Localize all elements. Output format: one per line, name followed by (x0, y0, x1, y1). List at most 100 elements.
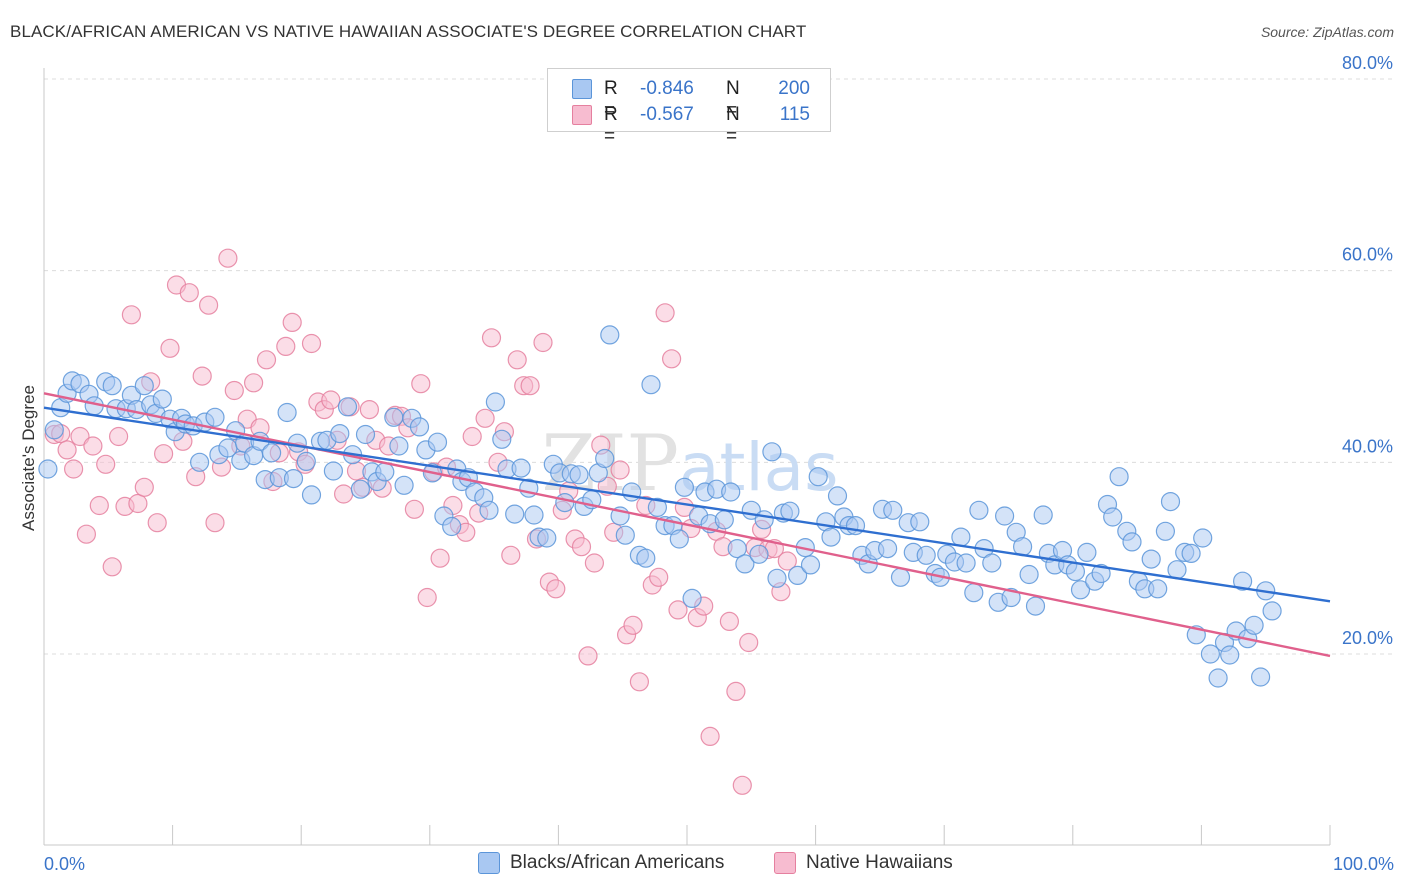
data-point (1065, 561, 1086, 582)
data-point (1077, 542, 1097, 563)
data-point (102, 376, 122, 396)
y-tick-label: 60.0% (1342, 245, 1393, 265)
n-value: 200 (778, 78, 810, 99)
data-point (301, 333, 322, 354)
data-point (501, 545, 521, 565)
data-point (507, 350, 527, 370)
data-point (334, 484, 354, 504)
data-point (57, 440, 77, 460)
data-point (780, 501, 800, 521)
data-point (282, 312, 302, 332)
data-point (700, 726, 720, 747)
data-point (192, 366, 212, 386)
data-point (636, 548, 656, 568)
data-point (479, 500, 499, 520)
data-point (649, 567, 669, 587)
data-point (610, 460, 630, 480)
trend-line-native-hawaiians (43, 392, 1331, 658)
data-point (877, 538, 898, 559)
x-tick-label-min: 0.0% (44, 854, 85, 874)
source-label: Source: ZipAtlas.com (1260, 24, 1394, 40)
data-point (1167, 560, 1187, 580)
data-point (727, 538, 747, 559)
data-point (404, 499, 424, 519)
n-value: 115 (779, 104, 810, 125)
data-point (674, 477, 695, 497)
data-point (714, 510, 734, 530)
data-point (63, 459, 84, 479)
data-point (1200, 644, 1221, 664)
data-point (682, 588, 702, 609)
data-point (337, 397, 358, 417)
blue-swatch (572, 79, 592, 99)
data-point (121, 305, 141, 325)
data-point (546, 579, 566, 599)
data-point (883, 500, 903, 520)
data-point (511, 458, 531, 478)
data-point (321, 390, 341, 410)
data-point (916, 545, 936, 565)
data-point (262, 443, 282, 463)
data-point (520, 376, 540, 396)
data-point (1091, 563, 1111, 584)
trend-line-blacks (43, 406, 1331, 603)
data-point (762, 442, 782, 462)
r-label: R = (604, 78, 618, 121)
data-point (569, 465, 589, 485)
data-point (629, 672, 650, 692)
data-point (1232, 571, 1253, 591)
data-point (76, 524, 97, 544)
data-point (83, 436, 103, 456)
data-point (571, 537, 592, 557)
data-point (754, 510, 774, 530)
data-point (555, 493, 575, 513)
trend-lines (43, 392, 1331, 658)
data-point (600, 325, 620, 345)
data-point (1122, 532, 1142, 552)
data-point (1220, 645, 1240, 665)
data-point (179, 283, 199, 303)
grid-lines (44, 78, 1394, 655)
data-point (800, 555, 821, 575)
data-point (732, 775, 752, 795)
data-point (1001, 587, 1021, 608)
data-point (1155, 521, 1176, 541)
data-point (821, 527, 841, 547)
data-point (719, 611, 740, 632)
data-point (276, 336, 296, 356)
y-tick-label: 40.0% (1342, 436, 1393, 456)
data-point (1033, 505, 1053, 525)
data-point (384, 407, 404, 427)
legend-label: Native Hawaiians (806, 852, 953, 873)
data-point (355, 424, 376, 445)
x-tick-label-max: 100.0% (1333, 854, 1394, 874)
data-point (475, 408, 495, 428)
data-point (767, 568, 787, 588)
data-point (160, 338, 180, 358)
data-point (578, 646, 598, 666)
data-point (505, 504, 525, 524)
series-blacks-african-americans (38, 325, 1282, 688)
data-point (218, 248, 238, 268)
r-value: -0.567 (640, 104, 694, 125)
data-point (615, 525, 635, 545)
data-point (89, 495, 109, 516)
data-point (623, 615, 643, 635)
data-point (128, 493, 148, 514)
data-point (668, 600, 688, 620)
n-label: N = (726, 78, 740, 121)
data-point (956, 553, 976, 573)
data-point (537, 528, 557, 548)
data-point (442, 516, 462, 537)
data-point (1193, 528, 1213, 548)
data-point (301, 485, 322, 505)
data-point (411, 374, 431, 394)
blue-swatch (478, 852, 500, 874)
r-label: R = (604, 104, 618, 147)
data-point (492, 429, 512, 449)
data-point (1019, 564, 1039, 585)
data-point (827, 486, 848, 506)
n-label: N = (726, 104, 740, 147)
data-point (154, 444, 174, 464)
